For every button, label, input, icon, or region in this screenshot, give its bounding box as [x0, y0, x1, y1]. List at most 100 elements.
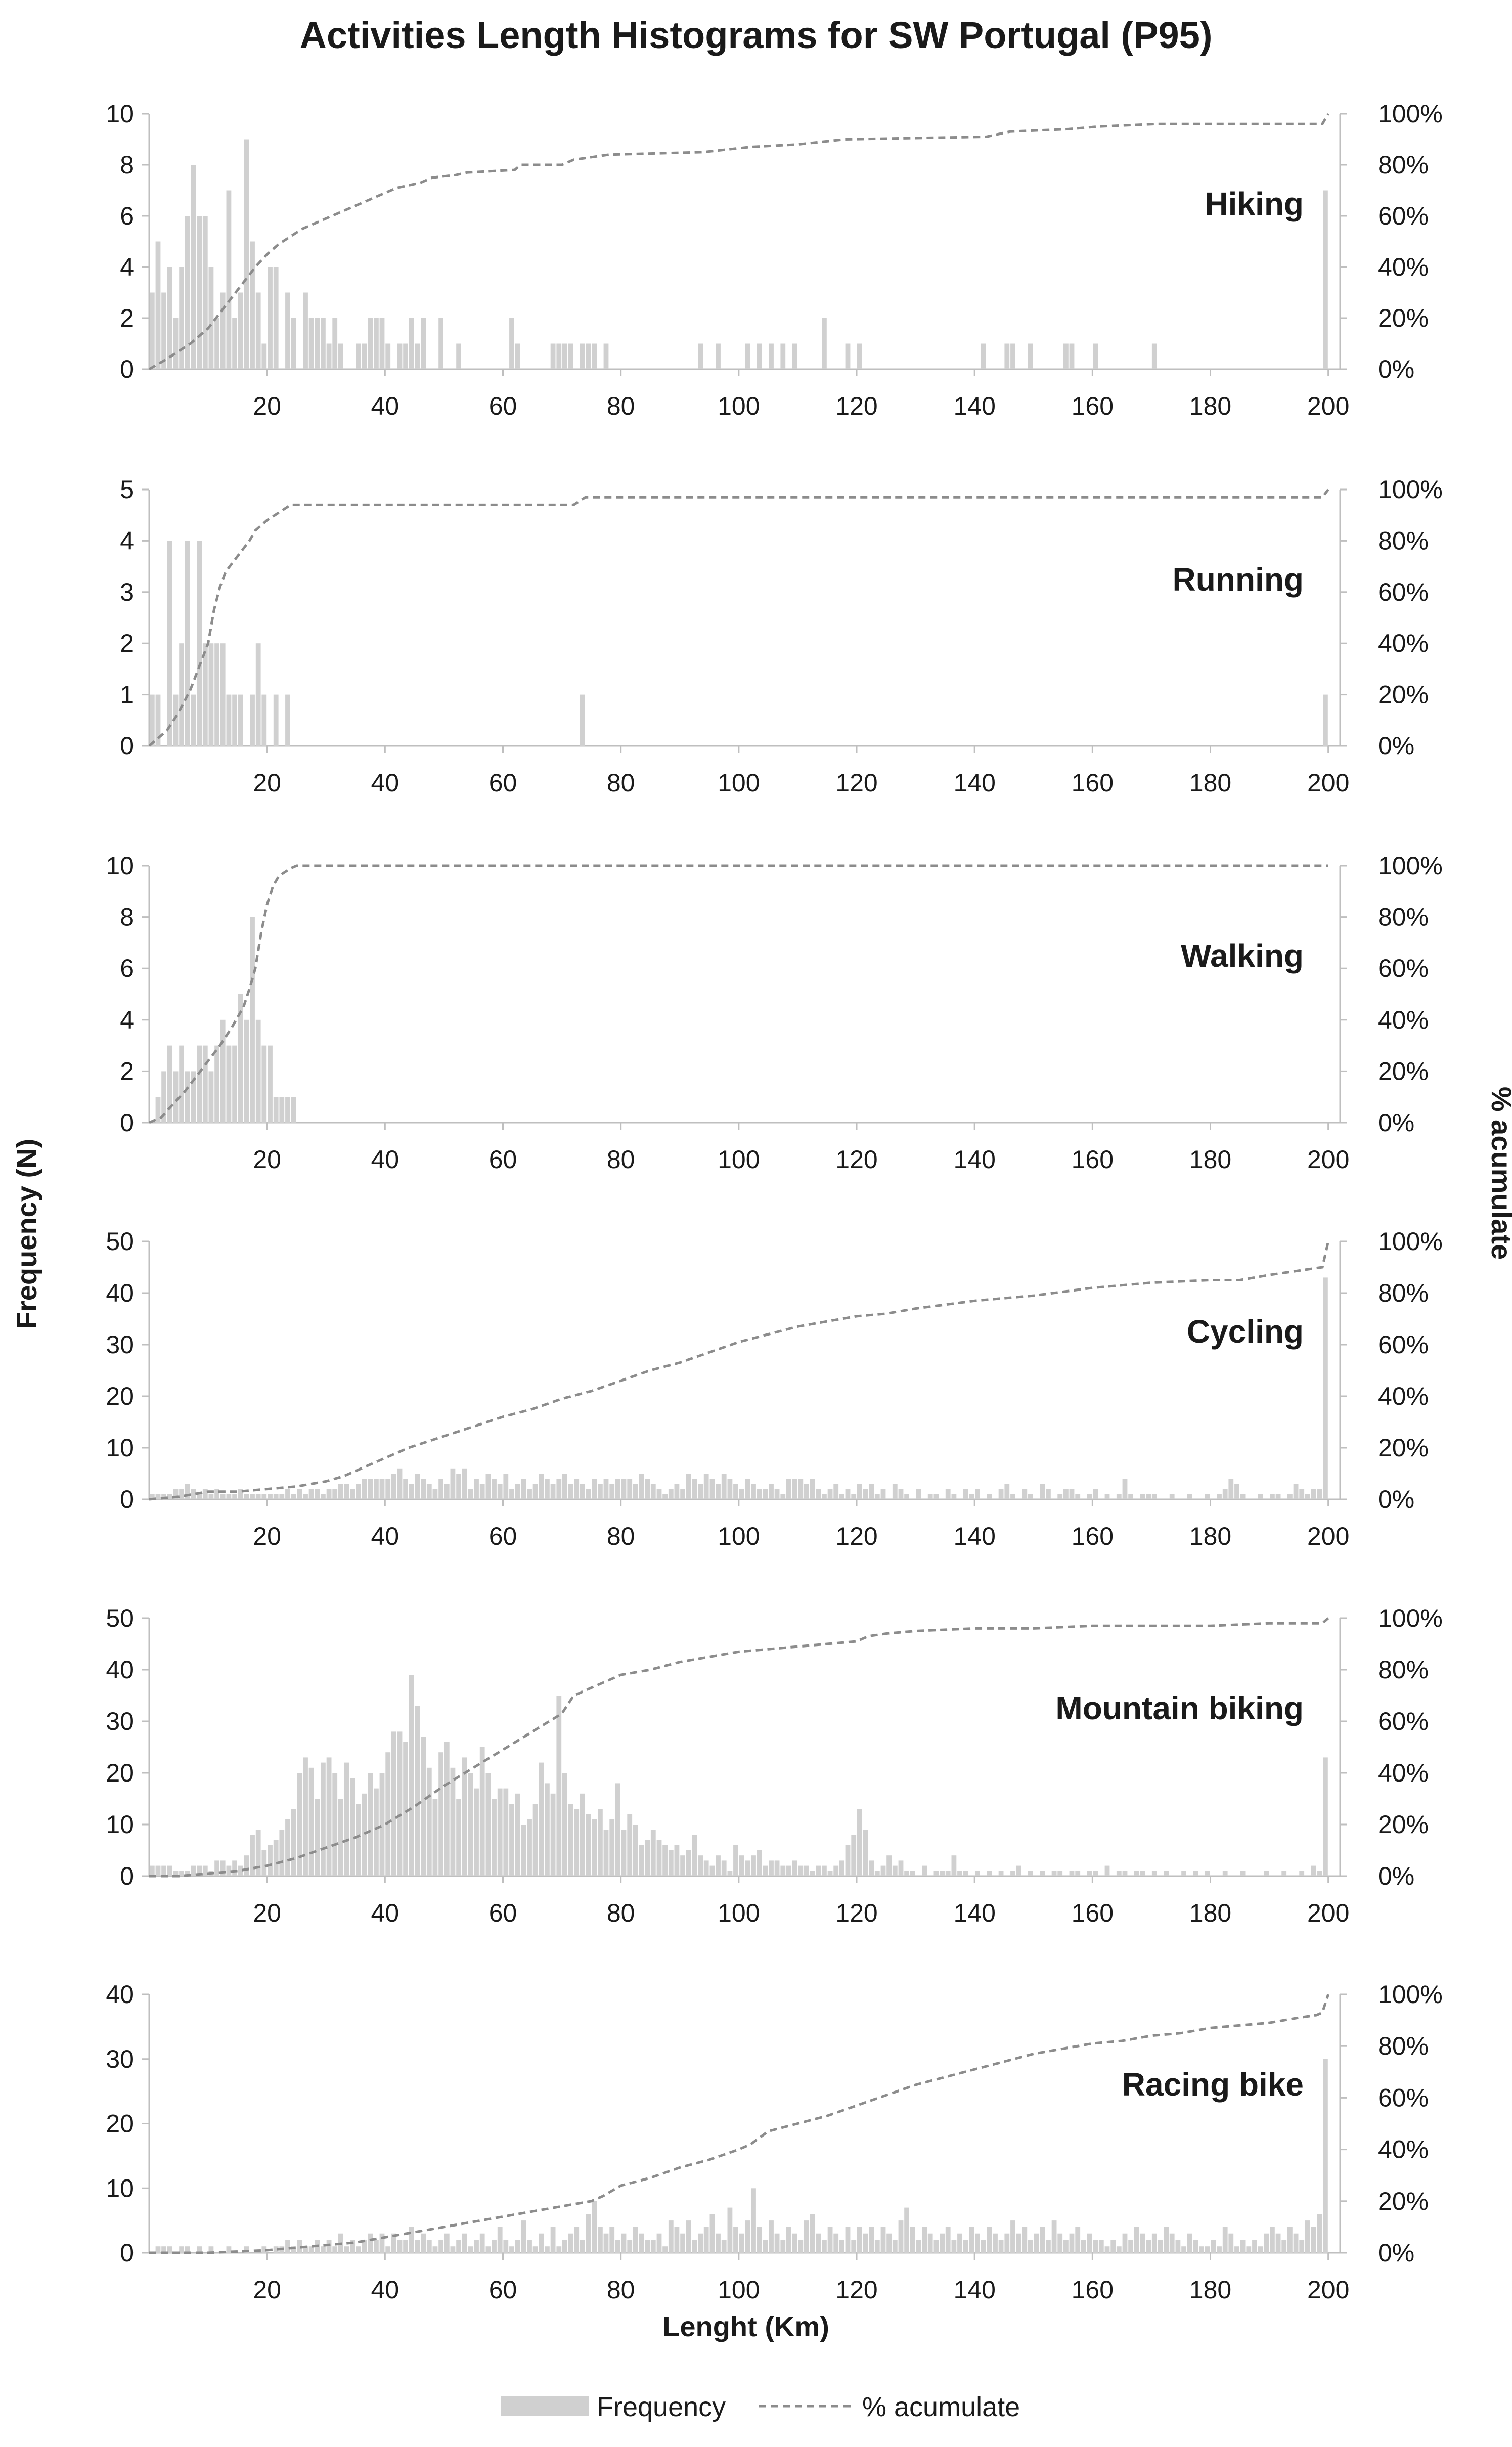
y2-tick-label: 20% [1378, 1810, 1429, 1839]
bar [721, 2240, 727, 2253]
bar [515, 1793, 520, 1876]
y2-tick-label: 100% [1378, 1980, 1443, 2009]
bar [951, 2240, 957, 2253]
bar [474, 2240, 479, 2253]
bar [350, 1489, 355, 1499]
bar [692, 2240, 697, 2253]
bar [904, 1494, 909, 1499]
x-tick-label: 140 [953, 392, 995, 420]
y-tick-label: 0 [120, 1862, 134, 1890]
bar [1093, 1871, 1098, 1876]
bar [338, 1484, 343, 1499]
bar [532, 2246, 538, 2253]
bar [1016, 2233, 1021, 2253]
x-tick-label: 100 [718, 1899, 760, 1927]
bar [479, 2233, 485, 2253]
bar [321, 1762, 326, 1876]
bar [945, 1871, 951, 1876]
bar [268, 1494, 273, 1499]
bar [485, 1474, 491, 1499]
y-tick-label: 8 [120, 151, 134, 179]
bar [792, 343, 797, 369]
y2-tick-label: 80% [1378, 2032, 1429, 2060]
bar [173, 1871, 179, 1876]
bar [757, 1489, 762, 1499]
bar [308, 2246, 314, 2253]
bar [521, 2220, 526, 2253]
bar [344, 1762, 349, 1876]
bar [273, 2246, 279, 2253]
bar [816, 1489, 821, 1499]
bar [155, 694, 161, 746]
bar [1270, 1494, 1275, 1499]
bars-walking [155, 917, 296, 1123]
y-tick-label: 2 [120, 304, 134, 332]
bar [951, 1855, 957, 1876]
bar [255, 1019, 261, 1123]
bar [603, 2233, 609, 2253]
bar [232, 1860, 237, 1876]
bar [238, 1489, 243, 1499]
bar [362, 1479, 367, 1499]
bar [1187, 1494, 1192, 1499]
bar [1205, 1871, 1210, 1876]
bar [792, 1860, 797, 1876]
bar [515, 343, 520, 369]
bar [532, 1804, 538, 1876]
bar [1075, 1494, 1081, 1499]
y2-tick-label: 100% [1378, 1604, 1443, 1632]
x-tick-label: 120 [835, 1522, 877, 1550]
bar [255, 643, 261, 746]
bar [273, 1097, 279, 1123]
bar [592, 2201, 597, 2253]
bar [556, 1696, 562, 1876]
bar [792, 2233, 797, 2253]
y2-tick-label: 0% [1378, 355, 1414, 383]
bar [957, 2233, 962, 2253]
x-tick-label: 200 [1307, 1522, 1349, 1550]
bar [1069, 343, 1075, 369]
bar [261, 1850, 267, 1876]
bar [238, 292, 243, 369]
bar [521, 1479, 526, 1499]
bar [1158, 2240, 1163, 2253]
bar [308, 1767, 314, 1876]
bar [981, 343, 986, 369]
bar [898, 1489, 904, 1499]
bar [774, 1489, 780, 1499]
bar [1293, 1484, 1299, 1499]
bar [308, 1489, 314, 1499]
x-tick-label: 40 [371, 1522, 399, 1550]
bar [680, 1855, 685, 1876]
bar [238, 1865, 243, 1876]
bar [356, 343, 361, 369]
bar [556, 1479, 562, 1499]
bar [568, 1804, 573, 1876]
bar [368, 2233, 373, 2253]
bar [1057, 2233, 1063, 2253]
bar [857, 343, 862, 369]
bar [397, 343, 403, 369]
x-tick-label: 100 [718, 1145, 760, 1174]
bar [244, 1019, 249, 1123]
bar [244, 2246, 249, 2253]
bar [285, 694, 290, 746]
bar [255, 292, 261, 369]
bar [951, 1494, 957, 1499]
bar [444, 1484, 450, 1499]
bar [910, 2227, 915, 2253]
bar [698, 1484, 703, 1499]
bar [869, 2227, 874, 2253]
bar [698, 1855, 703, 1876]
bar [1010, 1871, 1015, 1876]
x-tick-label: 180 [1189, 1522, 1231, 1550]
bar [208, 267, 214, 369]
bar [1275, 2233, 1281, 2253]
bar [1098, 2240, 1104, 2253]
bar [745, 343, 750, 369]
bar [1287, 1494, 1293, 1499]
x-tick-label: 20 [253, 2276, 281, 2304]
bar [839, 1494, 844, 1499]
bar [161, 1071, 166, 1123]
